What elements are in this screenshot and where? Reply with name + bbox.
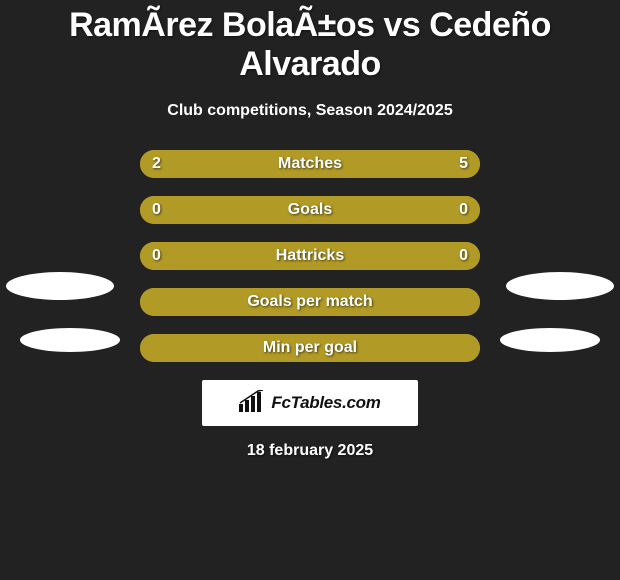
- comparison-bars: 25Matches 00Goals 00Hattricks Goals per mat…: [140, 150, 480, 362]
- stat-bar: 25Matches: [140, 150, 480, 178]
- page-subtitle: Club competitions, Season 2024/2025: [0, 102, 620, 120]
- stat-bar: Goals per match: [140, 288, 480, 316]
- stat-label: Min per goal: [140, 334, 480, 362]
- player-left-oval-1: [6, 272, 114, 300]
- player-right-oval-2: [500, 328, 600, 352]
- comparison-content: 25Matches 00Goals 00Hattricks Goals per mat…: [0, 150, 620, 460]
- stat-bar: Min per goal: [140, 334, 480, 362]
- player-right-oval-1: [506, 272, 614, 300]
- logo-bars-icon: [239, 390, 265, 417]
- player-left-oval-2: [20, 328, 120, 352]
- stat-bar: 00Goals: [140, 196, 480, 224]
- stat-label: Matches: [140, 150, 480, 178]
- stat-label: Goals per match: [140, 288, 480, 316]
- stat-label: Goals: [140, 196, 480, 224]
- logo-text: FcTables.com: [271, 393, 380, 413]
- stat-label: Hattricks: [140, 242, 480, 270]
- logo: FcTables.com: [239, 390, 380, 417]
- date-label: 18 february 2025: [0, 442, 620, 460]
- logo-box: FcTables.com: [202, 380, 418, 426]
- stat-bar: 00Hattricks: [140, 242, 480, 270]
- page-title: RamÃ­rez BolaÃ±os vs Cedeño Alvarado: [0, 0, 620, 88]
